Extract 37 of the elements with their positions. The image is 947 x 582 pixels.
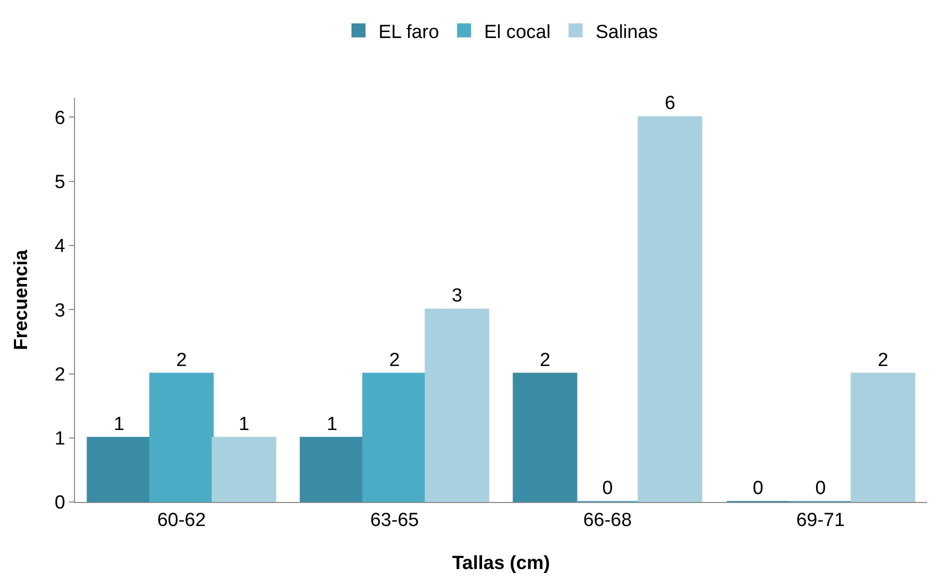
data-label: 0 (752, 478, 764, 499)
legend-label: El cocal (484, 22, 551, 43)
y-tick-label: 3 (54, 300, 66, 322)
bar (512, 372, 578, 502)
data-label: 1 (326, 414, 338, 435)
y-tick-label: 6 (54, 108, 66, 129)
legend-label: Salinas (596, 22, 658, 43)
y-tick-label: 0 (54, 492, 66, 514)
data-label: 0 (815, 478, 826, 499)
bar (149, 372, 214, 502)
data-label: 1 (114, 414, 124, 435)
y-tick-label: 2 (54, 364, 66, 386)
x-axis-title: Tallas (cm) (452, 553, 550, 574)
legend-label: EL faro (378, 22, 440, 43)
bar (300, 436, 364, 502)
y-tick-label: 5 (54, 172, 66, 194)
data-label: 2 (878, 350, 888, 371)
x-tick-label: 69-71 (796, 510, 845, 531)
x-tick-label: 60-62 (157, 510, 206, 531)
y-tick-label: 1 (54, 428, 66, 450)
bar (638, 116, 702, 502)
data-label: 2 (540, 350, 550, 371)
data-label: 0 (602, 478, 613, 499)
x-tick-label: 66-68 (583, 510, 632, 531)
bar (850, 372, 916, 502)
bar (86, 436, 152, 502)
data-label: 2 (176, 350, 187, 371)
y-axis-title: Frecuencia (11, 249, 32, 350)
data-label: 2 (389, 350, 400, 371)
bar (362, 372, 427, 502)
data-label: 3 (452, 286, 462, 307)
x-tick-label: 63-65 (370, 510, 419, 531)
data-label: 6 (664, 93, 676, 114)
bar (424, 308, 490, 502)
data-label: 1 (238, 414, 250, 435)
y-tick-label: 4 (54, 236, 66, 258)
bar (212, 436, 276, 502)
